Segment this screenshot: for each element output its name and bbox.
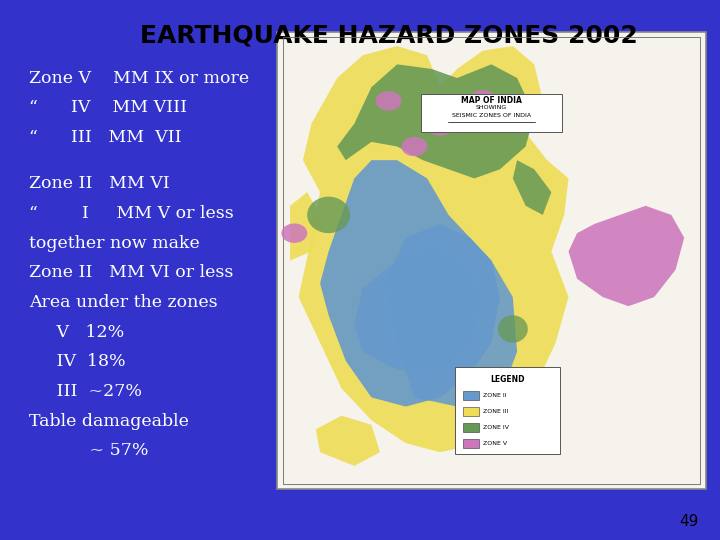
Circle shape	[424, 112, 456, 136]
Text: ZONE V: ZONE V	[483, 441, 507, 447]
Text: ZONE III: ZONE III	[483, 409, 508, 414]
Text: ZONE IV: ZONE IV	[483, 425, 509, 430]
Polygon shape	[354, 247, 483, 370]
Text: “      IV    MM VIII: “ IV MM VIII	[29, 99, 187, 117]
Polygon shape	[290, 192, 320, 261]
Circle shape	[401, 137, 427, 156]
Text: together now make: together now make	[29, 234, 199, 252]
Text: Zone II   MM VI or less: Zone II MM VI or less	[29, 264, 233, 281]
Text: V   12%: V 12%	[29, 323, 124, 341]
Text: EARTHQUAKE HAZARD ZONES 2002: EARTHQUAKE HAZARD ZONES 2002	[140, 23, 638, 47]
Text: SEISMIC ZONES OF INDIA: SEISMIC ZONES OF INDIA	[452, 113, 531, 118]
Text: IV  18%: IV 18%	[29, 353, 125, 370]
Polygon shape	[569, 206, 684, 306]
FancyBboxPatch shape	[463, 407, 479, 416]
Polygon shape	[316, 416, 380, 466]
Text: 49: 49	[679, 514, 698, 529]
FancyBboxPatch shape	[420, 94, 562, 132]
Text: ZONE II: ZONE II	[483, 393, 507, 398]
Circle shape	[282, 224, 307, 243]
FancyBboxPatch shape	[455, 367, 560, 454]
Polygon shape	[299, 46, 569, 452]
FancyBboxPatch shape	[277, 32, 706, 489]
Text: III  ~27%: III ~27%	[29, 383, 142, 400]
Text: MAP OF INDIA: MAP OF INDIA	[461, 96, 522, 105]
FancyBboxPatch shape	[463, 423, 479, 432]
FancyBboxPatch shape	[463, 390, 479, 400]
FancyBboxPatch shape	[463, 439, 479, 448]
Ellipse shape	[307, 197, 350, 233]
Text: Area under the zones: Area under the zones	[29, 294, 217, 311]
Text: LEGEND: LEGEND	[490, 375, 525, 384]
Circle shape	[376, 91, 402, 111]
Text: SHOWING: SHOWING	[476, 105, 507, 110]
Text: ~ 57%: ~ 57%	[29, 442, 148, 460]
Polygon shape	[320, 160, 500, 407]
Circle shape	[469, 90, 498, 112]
Text: Zone V    MM IX or more: Zone V MM IX or more	[29, 70, 249, 87]
Polygon shape	[384, 224, 517, 407]
Polygon shape	[337, 64, 534, 178]
Text: Zone II   MM VI: Zone II MM VI	[29, 175, 169, 192]
Polygon shape	[513, 160, 552, 215]
Text: Table damageable: Table damageable	[29, 413, 189, 430]
Text: “        I     MM V or less: “ I MM V or less	[29, 205, 233, 222]
Ellipse shape	[498, 315, 528, 343]
Text: “      III   MM  VII: “ III MM VII	[29, 129, 181, 146]
